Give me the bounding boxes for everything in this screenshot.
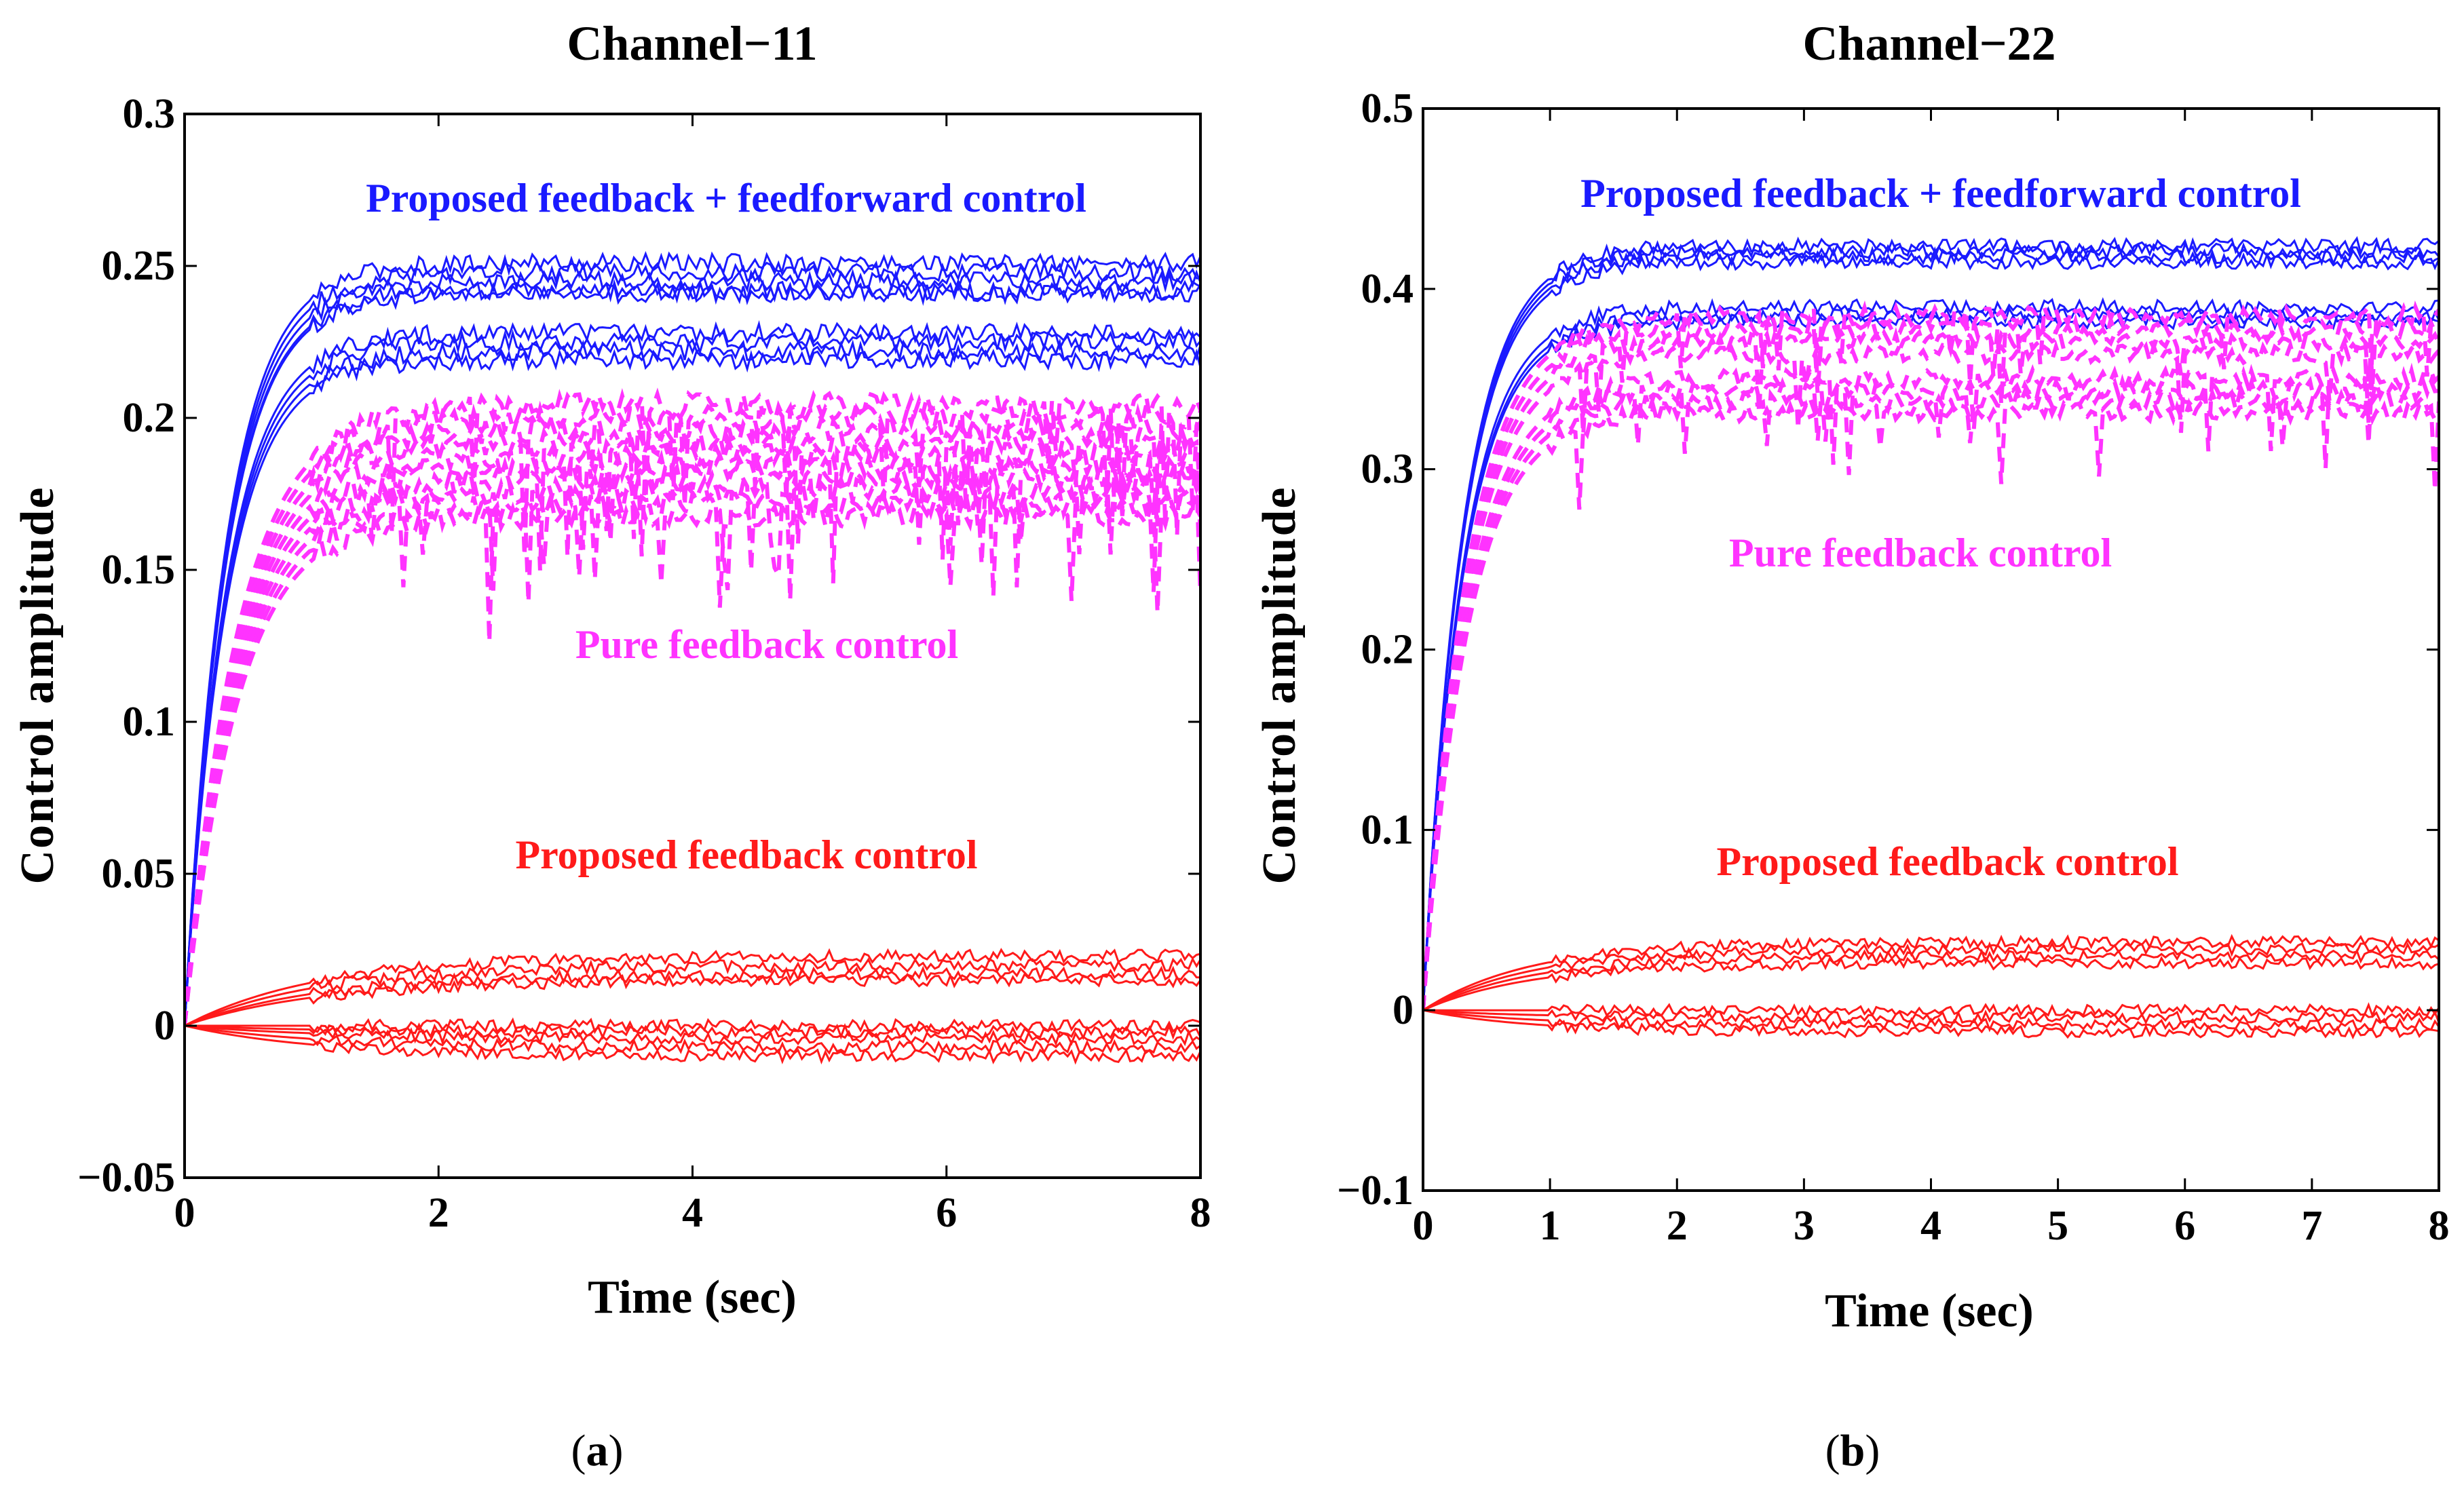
x-tick-label: 4 (682, 1190, 703, 1236)
series-line-proposed-feedback-control (1423, 941, 2439, 1011)
y-tick-label: 0.5 (1361, 85, 1414, 132)
y-tick-label: −0.1 (1337, 1168, 1414, 1214)
series-line-pure-feedback-control (185, 483, 1200, 1026)
x-tick-label: 0 (1413, 1203, 1434, 1249)
y-tick-label: −0.05 (77, 1155, 175, 1201)
series-line-proposed-feedback-feedforward-control (185, 250, 1200, 1026)
series-line-pure-feedback-control (185, 425, 1200, 1026)
panel-b-annotation-pure: Pure feedback control (1729, 531, 2112, 575)
series-line-proposed-feedback-feedforward-control (1423, 241, 2439, 1011)
series-line-proposed-feedback-control (185, 1022, 1200, 1041)
panel-b-annotation-ff: Proposed feedback + feedforward control (1580, 171, 2301, 216)
panel-b-plot-area (1423, 236, 2439, 1040)
y-tick-label: 0.25 (102, 243, 176, 289)
x-tick-label: 3 (1794, 1203, 1815, 1249)
panel-a-sublabel: (a) (571, 1426, 624, 1476)
series-line-proposed-feedback-feedforward-control (185, 348, 1200, 1026)
x-tick-label: 7 (2301, 1203, 2322, 1249)
series-line-pure-feedback-control (1423, 386, 2439, 1011)
x-tick-label: 8 (1190, 1190, 1211, 1236)
x-tick-label: 2 (1667, 1203, 1688, 1249)
panel-b-annotation-fb: Proposed feedback control (1716, 839, 2178, 884)
series-line-proposed-feedback-control (185, 1024, 1200, 1047)
series-line-proposed-feedback-control (1423, 948, 2439, 1011)
y-tick-label: 0 (154, 1003, 175, 1049)
x-tick-label: 1 (1540, 1203, 1561, 1249)
x-tick-label: 8 (2429, 1203, 2450, 1249)
panel-a-xlabel: Time (sec) (588, 1271, 797, 1324)
panel-a-annotation-pure: Pure feedback control (575, 622, 958, 667)
series-line-proposed-feedback-control (1423, 955, 2439, 1011)
x-tick-label: 5 (2047, 1203, 2068, 1249)
series-line-proposed-feedback-control (185, 1024, 1200, 1065)
panel-a-annotation-fb: Proposed feedback control (515, 832, 977, 877)
y-tick-label: 0.2 (123, 395, 176, 441)
panel-b-xlabel: Time (sec) (1825, 1285, 2034, 1337)
panel-b-ticks: 0 1 2 3 4 5 6 7 8−0.100.10.20.30.40.5 (1337, 85, 2449, 1249)
series-line-pure-feedback-control (1423, 300, 2439, 1011)
y-tick-label: 0 (1392, 987, 1414, 1033)
y-tick-label: 0.05 (102, 851, 176, 897)
series-line-proposed-feedback-control (185, 965, 1200, 1027)
y-tick-label: 0.1 (123, 699, 176, 745)
series-line-pure-feedback-control (185, 400, 1200, 1026)
panel-b-sublabel: (b) (1825, 1426, 1880, 1476)
series-line-pure-feedback-control (1423, 362, 2439, 1011)
series-line-proposed-feedback-feedforward-control (185, 329, 1200, 1026)
panel-a-title: Channel−11 (567, 16, 817, 71)
panel-b-sublabel-letter: b (1840, 1426, 1865, 1476)
panel-a: Channel−11 Control amplitude Time (sec) … (12, 16, 1211, 1476)
y-tick-label: 0.3 (1361, 446, 1414, 493)
x-tick-label: 0 (174, 1190, 195, 1236)
series-line-pure-feedback-control (1423, 374, 2439, 1011)
series-line-pure-feedback-control (185, 437, 1200, 1026)
series-line-proposed-feedback-feedforward-control (185, 280, 1200, 1026)
series-line-pure-feedback-control (185, 446, 1200, 1026)
x-tick-label: 6 (2174, 1203, 2195, 1249)
series-line-proposed-feedback-feedforward-control (185, 278, 1200, 1026)
series-line-proposed-feedback-control (185, 972, 1200, 1027)
panel-a-plot-area (185, 250, 1200, 1065)
series-line-proposed-feedback-control (185, 957, 1200, 1027)
panel-b-ylabel: Control amplitude (1253, 486, 1306, 885)
y-tick-label: 0.3 (123, 91, 176, 137)
series-line-proposed-feedback-feedforward-control (1423, 251, 2439, 1011)
series-line-pure-feedback-control (185, 411, 1200, 1026)
series-line-proposed-feedback-control (1423, 1002, 2439, 1018)
series-line-proposed-feedback-control (1423, 1009, 2439, 1040)
panel-b: Channel−22 Control amplitude Time (sec) … (1253, 16, 2450, 1476)
series-line-proposed-feedback-feedforward-control (1423, 296, 2439, 1011)
y-tick-label: 0.15 (102, 547, 176, 593)
panel-a-sublabel-letter: a (586, 1426, 609, 1476)
x-tick-label: 4 (1920, 1203, 1941, 1249)
panel-a-annotation-ff: Proposed feedback + feedforward control (366, 176, 1086, 220)
x-tick-label: 6 (936, 1190, 957, 1236)
panel-b-title: Channel−22 (1802, 16, 2055, 71)
y-tick-label: 0.1 (1361, 807, 1414, 853)
series-line-pure-feedback-control (185, 495, 1200, 1026)
series-line-pure-feedback-control (185, 472, 1200, 1026)
x-tick-label: 2 (428, 1190, 449, 1236)
y-tick-label: 0.2 (1361, 627, 1414, 673)
panel-a-ylabel: Control amplitude (12, 486, 64, 885)
series-line-pure-feedback-control (1423, 339, 2439, 1011)
series-line-proposed-feedback-control (185, 948, 1200, 1027)
series-line-proposed-feedback-feedforward-control (1423, 306, 2439, 1011)
y-tick-label: 0.4 (1361, 266, 1414, 312)
series-line-pure-feedback-control (185, 461, 1200, 1026)
series-line-pure-feedback-control (1423, 324, 2439, 1011)
series-line-pure-feedback-control (1423, 396, 2439, 1011)
series-line-proposed-feedback-feedforward-control (1423, 246, 2439, 1011)
